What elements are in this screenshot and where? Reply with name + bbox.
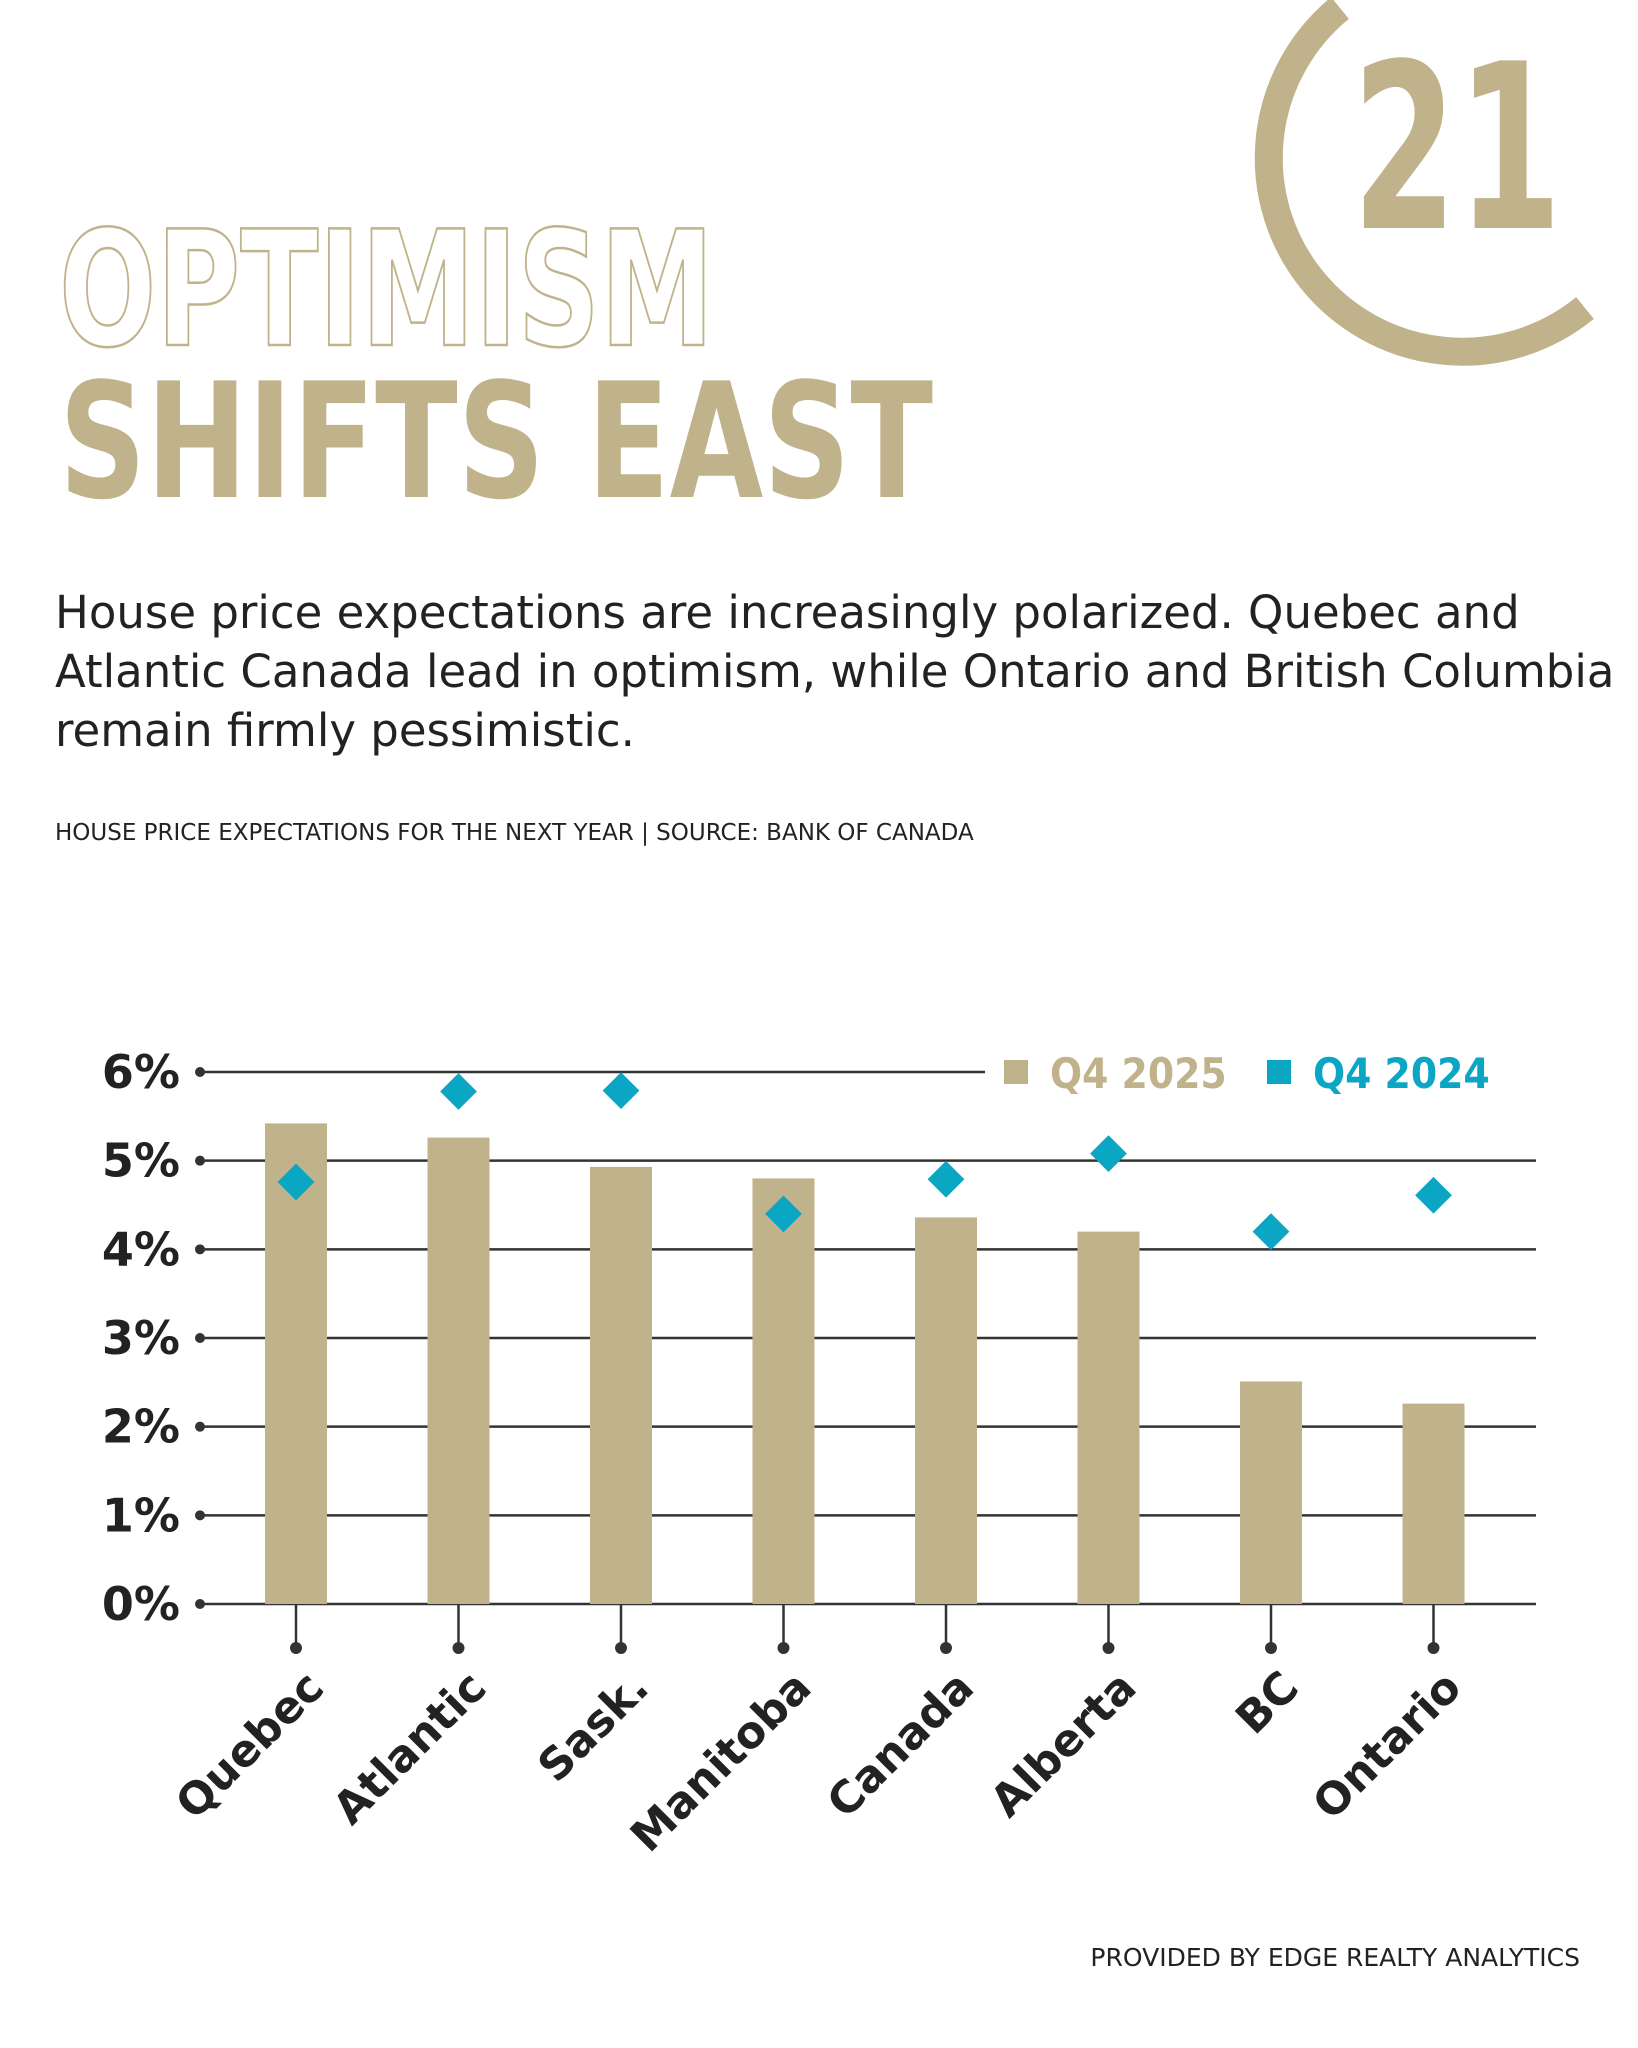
chart-title: OPTIMISM xyxy=(59,196,714,383)
bar xyxy=(427,1137,490,1604)
x-tick-dot xyxy=(940,1642,952,1654)
x-tick-dot xyxy=(1427,1642,1440,1654)
legend-swatch xyxy=(1267,1060,1291,1084)
caption: HOUSE PRICE EXPECTATIONS FOR THE NEXT YE… xyxy=(55,820,974,846)
legend-background xyxy=(985,1040,1538,1104)
diamond-marker xyxy=(1252,1213,1290,1250)
logo-ring xyxy=(1254,0,1594,366)
y-tick-label: 3% xyxy=(102,1311,180,1365)
diamond-marker xyxy=(1415,1176,1452,1214)
x-tick-label: Ontario xyxy=(1303,1662,1471,1830)
x-tick-label: Quebec xyxy=(166,1662,334,1830)
y-tick-label: 0% xyxy=(102,1577,180,1631)
chart-subtitle: SHIFTS EAST xyxy=(59,348,933,535)
x-tick-dot xyxy=(452,1642,465,1654)
bar xyxy=(915,1217,977,1604)
x-tick-dot xyxy=(615,1642,627,1654)
y-tick-label: 4% xyxy=(102,1222,180,1276)
x-tick-label: Alberta xyxy=(981,1662,1146,1827)
bar xyxy=(1077,1231,1140,1604)
y-tick-label: 5% xyxy=(102,1134,180,1188)
diamond-marker xyxy=(927,1160,965,1198)
description: House price expectations are increasingl… xyxy=(55,586,1615,757)
y-tick-label: 2% xyxy=(102,1400,180,1454)
diamond-marker xyxy=(440,1073,477,1110)
y-tick-label: 6% xyxy=(102,1045,180,1099)
legend-label: Q4 2025 xyxy=(1050,1049,1227,1098)
x-tick-dot xyxy=(1265,1642,1277,1654)
diamond-marker xyxy=(1090,1135,1127,1172)
diamond-marker xyxy=(602,1072,640,1110)
bar xyxy=(752,1178,815,1604)
x-tick-dot xyxy=(1102,1642,1115,1654)
diamond-marker xyxy=(277,1163,315,1201)
bar xyxy=(1402,1403,1465,1604)
logo: 21 xyxy=(1254,0,1594,366)
legend-label: Q4 2024 xyxy=(1313,1049,1490,1098)
x-tick-label: Atlantic xyxy=(323,1662,496,1835)
x-tick-label: BC xyxy=(1226,1662,1309,1745)
legend-swatch xyxy=(1004,1060,1028,1084)
x-tick-label: Sask. xyxy=(528,1662,658,1792)
bar xyxy=(590,1166,652,1604)
bar xyxy=(265,1123,327,1604)
bar xyxy=(1240,1381,1302,1604)
diamond-marker xyxy=(765,1195,802,1233)
logo-text: 21 xyxy=(1352,16,1562,283)
x-tick-dot xyxy=(777,1642,790,1654)
x-tick-dot xyxy=(290,1642,302,1654)
x-tick-label: Canada xyxy=(817,1662,983,1828)
y-tick-label: 1% xyxy=(102,1488,180,1542)
footer: PROVIDED BY EDGE REALTY ANALYTICS xyxy=(1090,1943,1580,1972)
